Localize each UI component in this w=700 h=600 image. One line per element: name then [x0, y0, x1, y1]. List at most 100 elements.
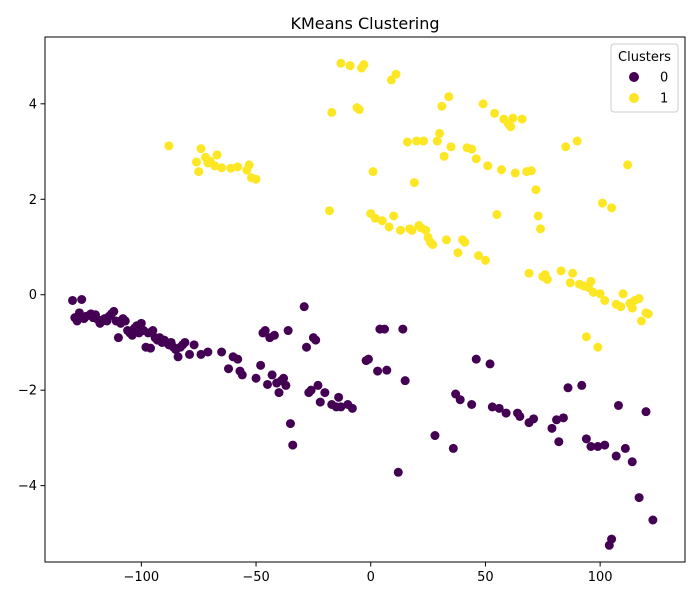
point-cluster-0-53: [217, 347, 227, 357]
point-cluster-1-87: [581, 332, 591, 342]
point-cluster-0-123: [607, 534, 617, 544]
point-cluster-0-102: [455, 395, 465, 405]
point-cluster-1-3: [196, 144, 206, 154]
point-cluster-1-97: [616, 302, 626, 312]
point-cluster-0-51: [196, 349, 206, 359]
point-cluster-1-13: [244, 160, 254, 170]
point-cluster-1-9: [217, 163, 227, 173]
point-cluster-0-127: [627, 457, 637, 467]
point-cluster-0-116: [558, 413, 568, 423]
point-cluster-0-119: [581, 434, 591, 444]
point-cluster-1-10: [226, 163, 236, 173]
point-cluster-1-40: [418, 136, 428, 146]
y-tick-label: 0: [29, 288, 37, 303]
point-cluster-1-80: [556, 266, 566, 276]
point-cluster-1-16: [324, 206, 334, 216]
point-cluster-1-51: [446, 142, 456, 152]
point-cluster-0-68: [274, 388, 284, 398]
x-tick-label: 0: [367, 570, 375, 585]
point-cluster-0-124: [611, 451, 621, 461]
point-cluster-0-62: [260, 326, 270, 336]
point-cluster-1-46: [435, 128, 445, 138]
point-cluster-0-87: [336, 402, 346, 412]
point-cluster-0-25: [127, 330, 137, 340]
point-cluster-1-91: [593, 342, 603, 352]
point-cluster-1-25: [368, 167, 378, 177]
point-cluster-0-82: [315, 397, 325, 407]
point-cluster-0-76: [302, 342, 312, 352]
point-cluster-0-74: [288, 440, 298, 450]
point-cluster-1-76: [535, 224, 545, 234]
x-tick-label: −100: [123, 570, 159, 585]
point-cluster-0-91: [363, 354, 373, 364]
point-cluster-0-52: [203, 347, 213, 357]
point-cluster-1-28: [384, 222, 394, 232]
point-cluster-0-78: [306, 385, 316, 395]
point-cluster-1-7: [210, 161, 220, 171]
points-layer: [68, 58, 658, 550]
point-cluster-1-95: [607, 203, 617, 213]
point-cluster-1-11: [233, 162, 243, 172]
point-cluster-0-120: [586, 442, 596, 451]
point-cluster-1-41: [421, 225, 431, 235]
point-cluster-1-67: [506, 122, 516, 132]
point-cluster-0-114: [552, 415, 562, 425]
point-cluster-0-107: [494, 403, 504, 413]
point-cluster-0-59: [251, 373, 261, 383]
point-cluster-0-121: [593, 442, 603, 451]
point-cluster-0-49: [185, 349, 195, 359]
point-cluster-1-68: [508, 113, 518, 123]
point-cluster-0-50: [189, 340, 199, 350]
point-cluster-1-57: [471, 154, 481, 164]
point-cluster-1-48: [439, 151, 449, 161]
point-cluster-1-0: [164, 141, 174, 151]
point-cluster-0-112: [529, 414, 539, 424]
point-cluster-0-2: [72, 316, 82, 326]
point-cluster-1-45: [432, 136, 442, 146]
point-cluster-1-90: [588, 287, 598, 297]
point-cluster-0-126: [620, 443, 630, 453]
point-cluster-1-18: [336, 58, 346, 68]
point-cluster-0-66: [269, 330, 279, 340]
point-cluster-1-19: [345, 61, 355, 71]
y-tick-label: −4: [18, 479, 37, 494]
point-cluster-0-29: [136, 318, 146, 328]
point-cluster-1-30: [389, 211, 399, 221]
point-cluster-0-115: [554, 437, 564, 447]
point-cluster-0-113: [547, 423, 557, 433]
point-cluster-1-8: [212, 150, 222, 160]
point-cluster-1-98: [618, 289, 628, 299]
point-cluster-0-95: [382, 365, 392, 375]
point-cluster-0-118: [577, 380, 587, 390]
point-cluster-0-65: [267, 370, 277, 380]
point-cluster-0-89: [347, 403, 357, 413]
legend-title: Clusters: [618, 50, 671, 65]
point-cluster-1-75: [533, 211, 543, 221]
point-cluster-0-22: [120, 316, 130, 326]
point-cluster-0-117: [563, 383, 573, 393]
point-cluster-0-81: [313, 380, 323, 390]
point-cluster-0-63: [263, 379, 273, 389]
y-tick-label: −2: [18, 384, 37, 399]
point-cluster-0-70: [279, 373, 289, 383]
point-cluster-0-106: [487, 402, 497, 412]
point-cluster-1-54: [460, 237, 470, 247]
point-cluster-0-130: [648, 515, 658, 525]
point-cluster-1-72: [524, 268, 534, 278]
plot-frame: [44, 36, 686, 563]
point-cluster-1-62: [490, 108, 500, 118]
point-cluster-1-93: [597, 198, 607, 208]
point-cluster-0-0: [68, 295, 78, 305]
point-cluster-1-58: [474, 251, 484, 261]
point-cluster-0-92: [373, 366, 383, 376]
point-cluster-1-92: [595, 289, 605, 299]
point-cluster-0-33: [146, 343, 156, 353]
point-cluster-1-101: [627, 303, 637, 313]
legend-label-0: 0: [660, 71, 668, 86]
point-cluster-1-59: [478, 99, 488, 109]
point-cluster-1-103: [634, 294, 644, 304]
point-cluster-1-99: [623, 160, 633, 170]
x-tick-label: −50: [242, 570, 269, 585]
point-cluster-1-63: [492, 210, 502, 220]
